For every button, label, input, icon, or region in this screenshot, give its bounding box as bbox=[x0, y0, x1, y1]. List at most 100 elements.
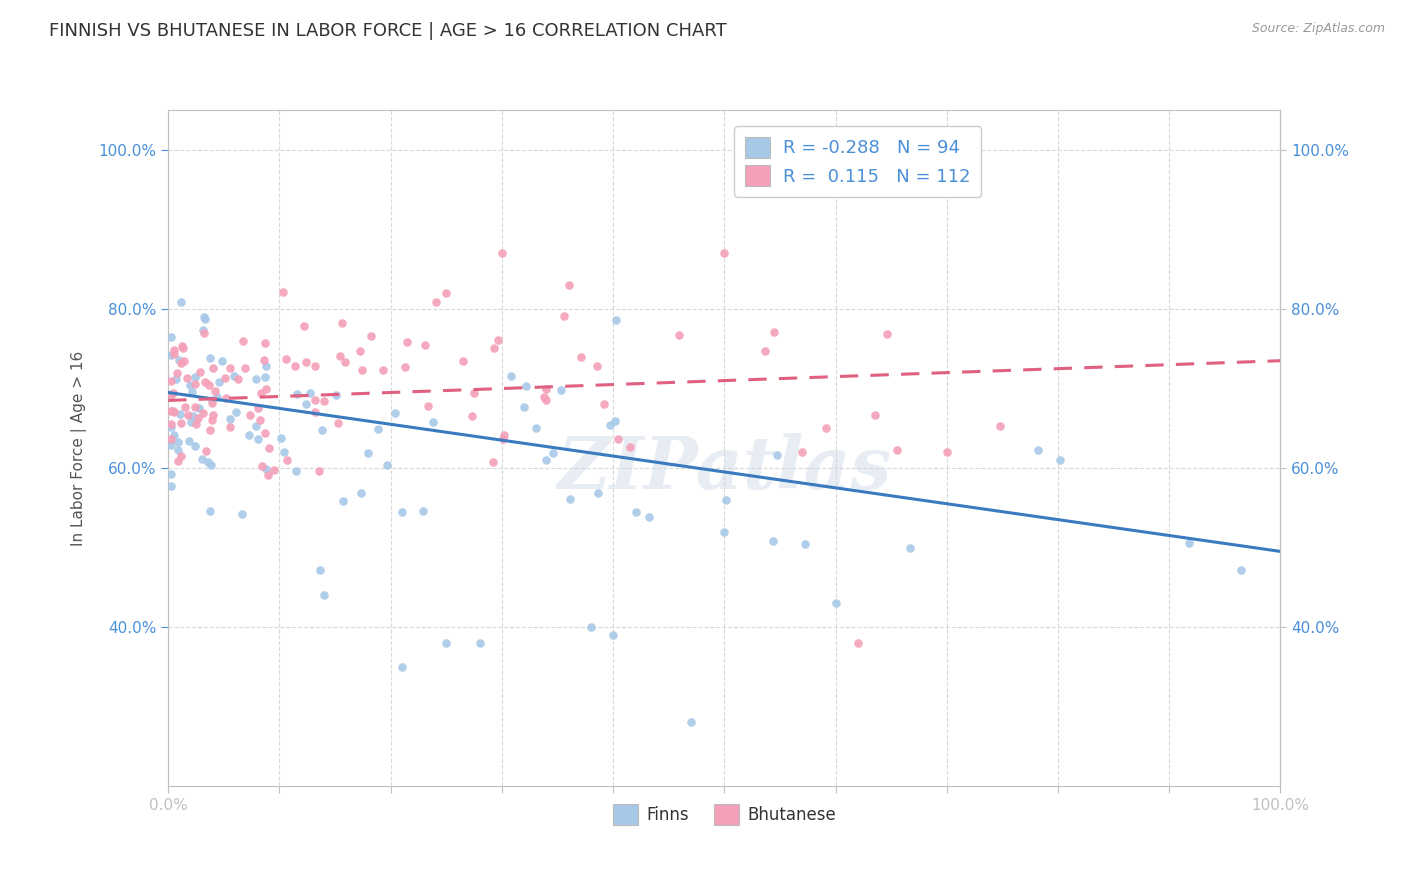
Point bbox=[326, 416, 349, 430]
Point bbox=[550, 383, 572, 397]
Point bbox=[214, 371, 236, 385]
Point bbox=[200, 458, 222, 473]
Point bbox=[1177, 535, 1199, 549]
Point bbox=[177, 409, 200, 423]
Point bbox=[585, 359, 607, 373]
Point bbox=[246, 401, 269, 415]
Point bbox=[254, 335, 277, 350]
Point bbox=[174, 401, 197, 415]
Point bbox=[166, 435, 188, 450]
Point bbox=[451, 354, 474, 368]
Point bbox=[285, 386, 308, 401]
Point bbox=[494, 428, 516, 442]
Point bbox=[207, 390, 229, 404]
Point bbox=[160, 417, 183, 431]
Point bbox=[160, 374, 183, 388]
Point bbox=[177, 434, 200, 448]
Point bbox=[560, 492, 582, 507]
Point bbox=[263, 463, 285, 477]
Point bbox=[292, 319, 315, 334]
Point bbox=[257, 468, 280, 483]
Point bbox=[886, 442, 908, 457]
Point bbox=[391, 505, 413, 519]
Point bbox=[247, 432, 270, 446]
Point bbox=[391, 659, 413, 673]
Point bbox=[394, 360, 416, 375]
Point bbox=[491, 246, 513, 260]
Point bbox=[162, 343, 184, 357]
Point bbox=[384, 406, 406, 420]
Point bbox=[160, 467, 183, 481]
Point bbox=[276, 453, 298, 467]
Point bbox=[183, 400, 205, 414]
Point bbox=[170, 356, 193, 370]
Point bbox=[619, 440, 641, 454]
Point bbox=[160, 330, 183, 344]
Point bbox=[553, 309, 575, 323]
Point bbox=[193, 326, 215, 340]
Point bbox=[187, 411, 209, 425]
Point bbox=[325, 388, 347, 402]
Point bbox=[335, 355, 357, 369]
Point bbox=[160, 438, 183, 452]
Point bbox=[1049, 453, 1071, 467]
Point bbox=[201, 393, 224, 408]
Point bbox=[668, 328, 690, 343]
Point bbox=[162, 404, 184, 418]
Point bbox=[332, 493, 354, 508]
Point bbox=[160, 479, 183, 493]
Point bbox=[534, 393, 557, 408]
Point bbox=[211, 353, 233, 368]
Point bbox=[679, 715, 702, 730]
Point bbox=[191, 406, 214, 420]
Point bbox=[162, 385, 184, 400]
Point bbox=[534, 382, 557, 396]
Point bbox=[350, 486, 373, 500]
Point bbox=[713, 524, 735, 539]
Point bbox=[304, 359, 326, 373]
Point bbox=[160, 420, 183, 434]
Point bbox=[486, 333, 509, 347]
Point bbox=[188, 365, 211, 379]
Point bbox=[181, 409, 204, 424]
Text: ZIPatlas: ZIPatlas bbox=[557, 433, 891, 504]
Point bbox=[416, 399, 439, 413]
Point bbox=[201, 409, 224, 423]
Point bbox=[172, 341, 194, 355]
Point bbox=[253, 352, 276, 367]
Point bbox=[193, 310, 215, 324]
Point bbox=[176, 370, 198, 384]
Point bbox=[225, 405, 247, 419]
Point bbox=[233, 361, 256, 376]
Point bbox=[716, 492, 738, 507]
Point bbox=[170, 295, 193, 310]
Point bbox=[330, 316, 353, 330]
Point bbox=[208, 375, 231, 389]
Point bbox=[311, 423, 333, 437]
Point bbox=[200, 396, 222, 410]
Point bbox=[201, 412, 224, 426]
Point bbox=[191, 452, 214, 467]
Point bbox=[367, 422, 389, 436]
Point bbox=[304, 392, 326, 407]
Point bbox=[846, 636, 869, 650]
Point bbox=[298, 386, 321, 401]
Point bbox=[170, 417, 193, 431]
Point bbox=[181, 384, 204, 399]
Point bbox=[202, 361, 225, 376]
Point bbox=[183, 377, 205, 392]
Point bbox=[163, 428, 186, 442]
Point bbox=[605, 313, 627, 327]
Point bbox=[512, 401, 534, 415]
Point bbox=[215, 391, 238, 405]
Point bbox=[586, 486, 609, 500]
Point bbox=[412, 504, 434, 518]
Point bbox=[285, 464, 308, 478]
Point bbox=[198, 377, 221, 392]
Point bbox=[533, 390, 555, 404]
Point bbox=[194, 312, 217, 326]
Point bbox=[197, 455, 219, 469]
Point bbox=[165, 372, 187, 386]
Point bbox=[515, 379, 537, 393]
Point bbox=[815, 420, 838, 434]
